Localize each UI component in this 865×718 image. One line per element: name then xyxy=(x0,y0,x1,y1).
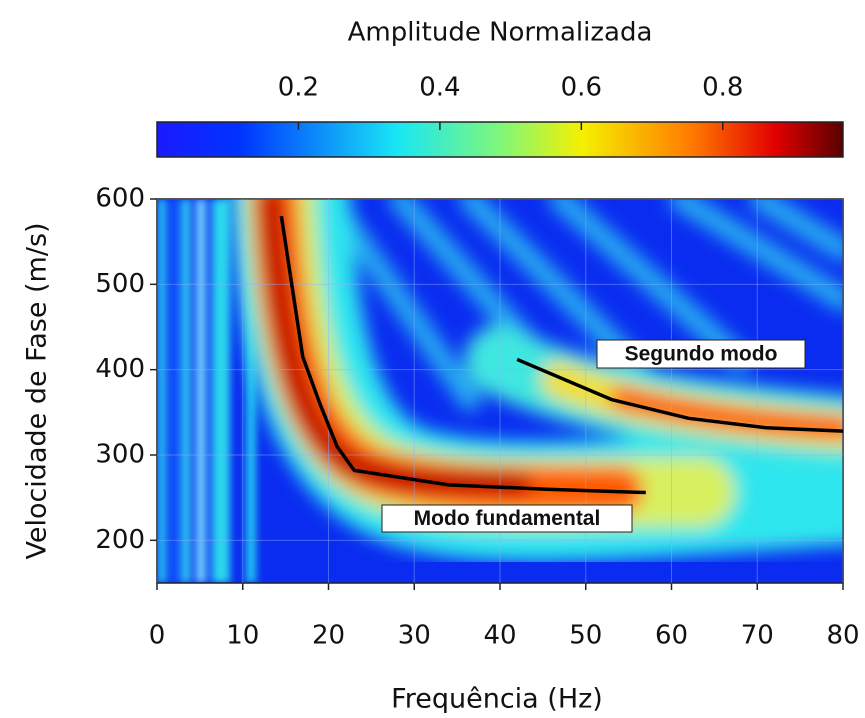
x-tick-label: 0 xyxy=(149,621,166,651)
annotation: Modo fundamental xyxy=(414,507,601,530)
colorbar-title: Amplitude Normalizada xyxy=(348,18,653,48)
annotation: Segundo modo xyxy=(625,343,778,366)
colorbar xyxy=(156,121,844,158)
heatmap-shading xyxy=(158,199,256,583)
y-tick-label: 600 xyxy=(95,184,145,214)
y-axis-label: Velocidade de Fase (m/s) xyxy=(22,222,53,559)
colorbar-tick-label: 0.2 xyxy=(278,73,319,103)
dispersion-curve xyxy=(279,215,646,495)
y-tick-label: 300 xyxy=(95,440,145,470)
annotation-box xyxy=(381,504,633,533)
annotation-box xyxy=(596,339,806,369)
x-tick-label: 30 xyxy=(398,621,431,651)
x-tick-label: 10 xyxy=(226,621,259,651)
x-tick-label: 60 xyxy=(655,621,688,651)
colorbar-tick-label: 0.6 xyxy=(561,73,602,103)
x-tick-label: 40 xyxy=(483,621,516,651)
y-tick-label: 400 xyxy=(95,354,145,384)
dispersion-curve xyxy=(516,357,844,433)
x-tick-label: 70 xyxy=(741,621,774,651)
x-tick-label: 50 xyxy=(569,621,602,651)
x-tick-label: 20 xyxy=(312,621,345,651)
x-tick-label: 80 xyxy=(826,621,859,651)
y-tick-label: 200 xyxy=(95,525,145,555)
colorbar-tick-label: 0.4 xyxy=(419,73,460,103)
x-axis-label: Frequência (Hz) xyxy=(391,684,603,715)
y-tick-label: 500 xyxy=(95,269,145,299)
colorbar-tick-label: 0.8 xyxy=(702,73,743,103)
